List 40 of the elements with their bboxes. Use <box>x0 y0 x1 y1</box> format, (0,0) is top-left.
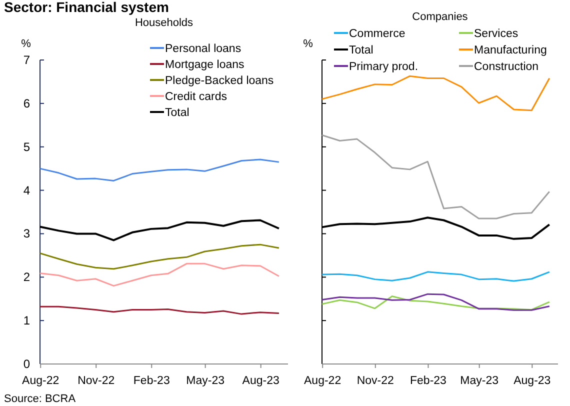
y-axis-title: % <box>303 38 314 50</box>
x-tick-label: Aug-23 <box>242 375 280 387</box>
legend-label: Credit cards <box>165 91 228 103</box>
line-series <box>39 262 280 287</box>
legend-label: Total <box>165 107 190 119</box>
x-tick-label: Feb-23 <box>133 375 170 387</box>
legend-label: Services <box>474 28 518 40</box>
line-series <box>39 306 280 315</box>
line-series <box>39 219 280 242</box>
x-tick-label: Nov-22 <box>78 375 115 387</box>
x-tick-label: Aug-23 <box>514 375 551 387</box>
legend-label: Primary prod. <box>349 61 418 73</box>
legend-label: Manufacturing <box>474 44 547 56</box>
y-tick-label: 6 <box>23 96 30 110</box>
x-tick-label: Nov-22 <box>356 375 394 387</box>
y-tick-label: 4 <box>23 183 30 198</box>
chart-title: Companies <box>412 11 468 23</box>
x-tick-label: Feb-23 <box>410 375 446 387</box>
legend-label: Total <box>349 44 374 56</box>
legend-label: Commerce <box>349 28 406 40</box>
line-series <box>39 244 280 270</box>
y-tick-label: 3 <box>23 226 30 241</box>
x-tick-label: Aug-22 <box>22 375 60 387</box>
y-tick-label: 5 <box>23 140 30 154</box>
chart-title: Households <box>134 17 194 29</box>
source-note: Source: BCRA <box>4 393 76 405</box>
y-tick-label: 7 <box>23 53 30 67</box>
legend-label: Mortgage loans <box>165 59 245 71</box>
y-axis-title: % <box>21 38 32 50</box>
x-tick-label: May-23 <box>460 375 499 387</box>
legend-label: Pledge-Backed loans <box>165 75 274 87</box>
line-series <box>39 158 280 182</box>
x-tick-label: May-23 <box>186 375 225 387</box>
y-tick-label: 1 <box>23 314 30 328</box>
y-tick-label: 2 <box>23 270 30 284</box>
y-tick-label: 0 <box>23 357 30 371</box>
text: Sector: Financial system <box>4 0 169 15</box>
x-tick-label: Aug-22 <box>304 375 342 387</box>
legend-label: Construction <box>474 61 539 73</box>
legend-label: Personal loans <box>165 43 242 55</box>
